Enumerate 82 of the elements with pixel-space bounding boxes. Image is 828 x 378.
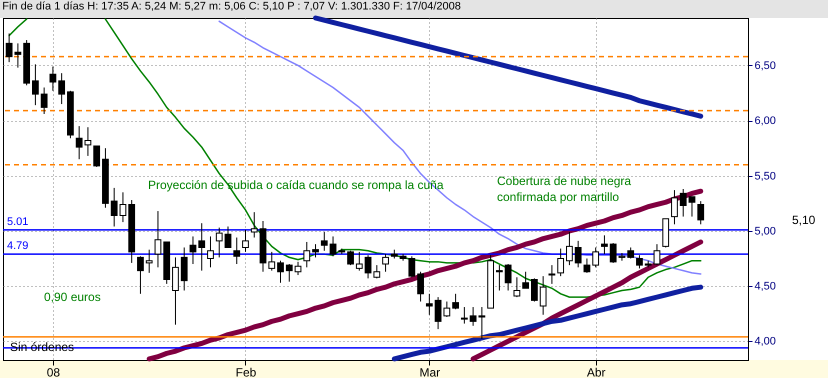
annotation: Cobertura de nube negra (497, 174, 632, 188)
y-tick-label: 5,50 (754, 170, 776, 182)
chart-title: Fin de día 1 días H: 17:35 A: 5,24 M: 5,27 m: 5,06 C: 5,10 P : 7,07 V: 1.301.330 F: 17/04/2008 (2, 0, 461, 12)
candlestick (688, 196, 696, 218)
ref-line-label: 5.01 (7, 216, 28, 228)
y-tick-label: 5,00 (754, 225, 776, 238)
candlestick (268, 251, 276, 272)
candlestick (610, 242, 617, 264)
candlestick (470, 306, 476, 326)
candlestick (84, 126, 92, 156)
candlestick (198, 222, 206, 272)
candlestick (180, 246, 188, 291)
candlestick (233, 237, 240, 265)
candlestick (216, 227, 223, 258)
text: 5,10 (792, 213, 816, 227)
candlestick (680, 188, 687, 218)
candlestick (434, 296, 442, 330)
candlestick (557, 248, 564, 277)
candlestick (671, 190, 678, 225)
candlestick (250, 212, 258, 238)
candlestick (548, 264, 556, 284)
candlestick (408, 256, 416, 278)
x-tick-label: Feb (236, 366, 257, 378)
candlestick (356, 251, 363, 272)
candlestick (654, 244, 660, 266)
candlestick (636, 254, 643, 269)
candlestick (172, 256, 179, 326)
candlestick (478, 306, 486, 340)
candlestick (294, 261, 302, 276)
candlestick (93, 145, 100, 168)
annotation: 0,90 euros (44, 290, 101, 304)
candlestick (426, 293, 433, 316)
candlestick (320, 232, 328, 252)
x-tick-label: 08 (46, 366, 60, 378)
candlestick (697, 200, 704, 225)
y-tick-label: 6,50 (754, 60, 776, 72)
candlestick (531, 278, 538, 302)
candlestick (242, 229, 249, 252)
line-series (104, 18, 702, 298)
candlestick (286, 264, 293, 282)
candlestick (574, 240, 582, 268)
candlestick (347, 250, 354, 266)
x-tick-label: Mar (420, 366, 440, 378)
candlestick (224, 226, 232, 248)
candlestick (592, 246, 600, 268)
candlestick (58, 72, 66, 105)
x-tick-label: Abr (586, 366, 606, 378)
candlestick (303, 241, 310, 268)
candlestick (443, 301, 450, 318)
annotation: confirmada por martillo (497, 190, 620, 204)
candlestick (120, 192, 126, 223)
candlestick (364, 254, 372, 279)
candlestick (382, 254, 389, 272)
candlestick (452, 293, 459, 310)
candlestick (207, 236, 214, 268)
candlestick (154, 210, 162, 268)
candlestick (146, 249, 153, 274)
y-tick-label: 6,00 (754, 115, 776, 128)
candlestick (513, 276, 520, 298)
candlestick (566, 232, 573, 266)
candlestick (417, 271, 424, 302)
candlestick (50, 66, 56, 92)
candlestick (6, 32, 13, 63)
candlestick (76, 126, 83, 160)
candlestick (190, 236, 196, 265)
ref-line-label: 4.79 (7, 240, 28, 252)
y-tick-label: 4,50 (754, 280, 776, 293)
candlestick (40, 87, 48, 114)
candlestick (330, 236, 336, 257)
candlestick (32, 64, 39, 106)
candlestick (373, 264, 380, 279)
candlestick (460, 306, 468, 324)
candlestick (584, 258, 590, 274)
candlestick (627, 246, 634, 260)
candlestick (137, 256, 144, 294)
y-tick-label: 4,00 (754, 336, 776, 348)
candlestick (601, 234, 608, 255)
candlestick (540, 276, 547, 316)
candlestick (277, 260, 284, 284)
candlestick (110, 187, 118, 228)
candlestick (312, 244, 319, 258)
candlestick (522, 271, 530, 289)
